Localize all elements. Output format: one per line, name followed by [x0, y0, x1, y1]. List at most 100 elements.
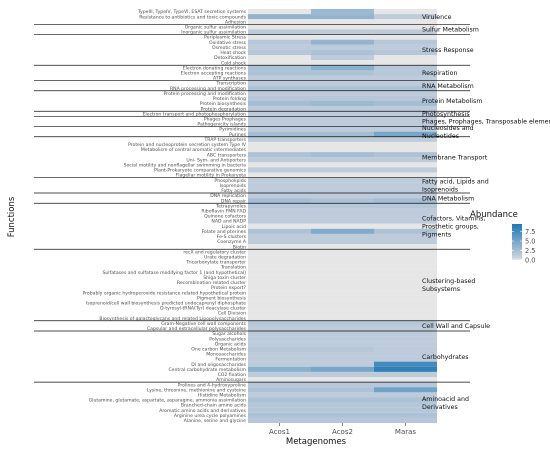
heatmap-cell [248, 136, 311, 142]
heatmap-cell [374, 382, 437, 388]
heatmap-cell [248, 157, 311, 163]
heatmap-cell [374, 203, 437, 209]
row-label: Electron donating reactions [183, 65, 247, 71]
heatmap-cell [248, 152, 311, 158]
heatmap-cell [374, 172, 437, 178]
heatmap-cell [311, 172, 374, 178]
heatmap-cell [311, 412, 374, 418]
heatmap-cell [374, 310, 437, 316]
heatmap-cell [311, 203, 374, 209]
legend-colorbar [512, 224, 522, 260]
heatmap-cell [374, 116, 437, 122]
heatmap-cell [374, 152, 437, 158]
heatmap-cell [248, 244, 311, 250]
heatmap-cell [374, 341, 437, 347]
heatmap-cell [311, 136, 374, 142]
row-label: Cold shock [221, 60, 246, 66]
row-label: Probably organic hydroperoxide resistanc… [82, 290, 246, 296]
heatmap-cell [374, 264, 437, 270]
heatmap-cell [311, 208, 374, 214]
heatmap-cell [311, 392, 374, 398]
heatmap-cell [374, 387, 437, 393]
heatmap-cell [248, 34, 311, 40]
heatmap-cell [248, 141, 311, 148]
row-label: Histidine Metabolism [198, 392, 247, 398]
heatmap-cell [374, 187, 437, 194]
heatmap-cell [248, 315, 311, 321]
heatmap-cell [311, 331, 374, 337]
heatmap-cell [311, 305, 374, 311]
heatmap-cell [311, 377, 374, 383]
row-label: Lysine, threonine, methionine and cystei… [147, 387, 246, 393]
heatmap-cell [248, 356, 311, 362]
heatmap-cell [374, 371, 437, 378]
heatmap-cell [248, 331, 311, 337]
heatmap-cell [311, 341, 374, 347]
heatmap-cell [248, 351, 311, 357]
legend-tick-label: 0.0 [525, 256, 536, 264]
row-label: Sulfatases and sulfatase modifying facto… [102, 270, 246, 276]
row-label: Alanine, serine and glycine [184, 418, 246, 424]
heatmap-cell [248, 377, 311, 383]
heatmap-cell [248, 162, 311, 168]
heatmap-cell [311, 387, 374, 393]
row-label: Prolines and 4-hydroxyproline [178, 382, 247, 388]
row-label: Arginine urea cycle polyamines [174, 413, 247, 419]
row-label: Aromatic amino acids and derivatives [159, 408, 246, 414]
heatmap-cell [311, 228, 374, 234]
group-label: Membrane Transport [422, 154, 488, 161]
heatmap-cell [311, 320, 374, 326]
heatmap-cell [311, 152, 374, 158]
heatmap-cell [311, 290, 374, 296]
heatmap-cell [248, 80, 311, 86]
heatmap-cell [311, 65, 374, 71]
row-label: Protein folding [213, 96, 246, 102]
heatmap-cell [248, 346, 311, 352]
row-label: Shiga toxin cluster [203, 275, 246, 281]
row-label: RNA processing and modification [170, 86, 246, 92]
row-label: Osmotic stress [212, 45, 247, 51]
group-label: Respiration [422, 70, 458, 77]
heatmap-cell [248, 366, 311, 372]
heatmap-cell [248, 193, 311, 199]
heatmap-cell [248, 264, 311, 270]
heatmap-cell [374, 131, 437, 137]
heatmap-cell [248, 417, 311, 424]
heatmap-cell [248, 310, 311, 316]
row-label: Tetrapyrroles [215, 203, 246, 209]
heatmap-cell [374, 244, 437, 250]
row-label: Monosaccharides [206, 352, 246, 358]
heatmap-cell [374, 259, 437, 265]
heatmap-cell [248, 325, 311, 332]
heatmap-cell [248, 371, 311, 378]
heatmap-cell [248, 75, 311, 81]
y-axis-title: Functions [7, 196, 17, 237]
row-label: Fermentation [215, 357, 246, 363]
row-label: Branched-chain amino acids [181, 403, 247, 409]
heatmap-cell [248, 116, 311, 122]
heatmap-cell [311, 80, 374, 86]
heatmap-cell [374, 233, 437, 240]
row-label: Gram-Negative cell wall components [161, 321, 246, 327]
heatmap-cell [311, 325, 374, 332]
heatmap-cell [374, 90, 437, 96]
row-label: Protein degradation [201, 106, 247, 112]
heatmap-cell [374, 218, 437, 224]
heatmap-cell [311, 34, 374, 40]
row-label: Electron transport and photophosphorylat… [142, 111, 246, 117]
heatmap-cell [248, 131, 311, 137]
heatmap-cell [374, 407, 437, 413]
row-label: Oxidative stress [209, 40, 247, 46]
heatmap-cell [374, 397, 437, 403]
heatmap-cell [374, 136, 437, 142]
heatmap-cell [248, 223, 311, 229]
heatmap-cell [311, 167, 374, 173]
heatmap-cell [311, 397, 374, 403]
heatmap-cell [248, 147, 311, 153]
row-label: Aminosugars [216, 377, 247, 383]
heatmap-cell [374, 320, 437, 326]
x-tick-label: Acos2 [332, 428, 353, 436]
heatmap-cell [248, 182, 311, 188]
row-label: ABC transporters [207, 152, 247, 158]
group-label: RNA Metabolism [422, 83, 474, 90]
